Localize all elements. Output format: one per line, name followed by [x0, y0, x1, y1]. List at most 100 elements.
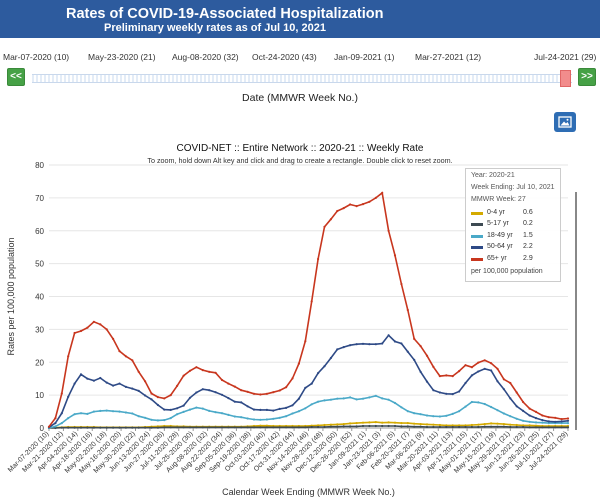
- data-point: [425, 425, 429, 429]
- data-point: [208, 426, 211, 429]
- export-image-button[interactable]: [554, 112, 576, 132]
- data-point: [265, 424, 268, 427]
- data-point: [349, 203, 352, 206]
- data-point: [419, 425, 422, 428]
- legend-scrollbar[interactable]: [575, 192, 577, 430]
- data-point: [163, 408, 166, 411]
- legend-week-ending: Week Ending: Jul 10, 2021: [471, 184, 555, 191]
- data-point: [246, 390, 249, 393]
- data-point: [285, 386, 288, 389]
- data-point: [195, 406, 198, 409]
- data-point: [515, 391, 518, 394]
- data-point: [470, 366, 473, 369]
- data-point: [400, 342, 403, 345]
- data-point: [464, 424, 467, 427]
- data-point: [502, 425, 505, 428]
- image-icon: [558, 116, 572, 128]
- data-point: [368, 396, 371, 399]
- data-point: [458, 410, 461, 413]
- data-point: [272, 391, 275, 394]
- data-point: [432, 365, 435, 368]
- date-slider-handle[interactable]: [560, 70, 571, 87]
- data-point: [118, 350, 121, 353]
- data-point: [515, 417, 518, 420]
- data-point: [323, 423, 326, 427]
- legend-swatch: [471, 246, 483, 249]
- data-point: [131, 426, 134, 429]
- y-tick-label: 20: [35, 358, 44, 367]
- data-point: [195, 391, 198, 394]
- data-point: [246, 426, 249, 429]
- data-point: [99, 426, 102, 429]
- data-point: [233, 385, 236, 388]
- data-point: [368, 343, 371, 346]
- slider-label: Oct-24-2020 (43): [252, 52, 317, 62]
- data-point: [470, 423, 473, 427]
- data-point: [201, 388, 204, 391]
- data-point: [406, 308, 409, 312]
- data-point: [438, 425, 441, 429]
- data-point: [240, 401, 243, 404]
- data-point: [425, 423, 429, 426]
- data-point: [483, 423, 486, 426]
- data-point: [220, 412, 224, 415]
- legend-value: 0.6: [523, 209, 533, 216]
- data-point: [470, 425, 473, 429]
- data-point: [137, 389, 140, 392]
- series-line: [48, 191, 569, 428]
- date-slider-track[interactable]: [32, 74, 572, 83]
- data-point: [182, 404, 185, 407]
- data-point: [176, 407, 179, 410]
- data-point: [323, 365, 326, 368]
- data-point: [233, 426, 236, 429]
- data-point: [451, 424, 454, 427]
- x-axis-label: Calendar Week Ending (MMWR Week No.): [222, 487, 395, 497]
- data-point: [60, 422, 63, 425]
- data-point: [445, 424, 448, 427]
- data-point: [419, 370, 422, 373]
- data-point: [470, 374, 473, 377]
- data-point: [73, 413, 76, 416]
- data-point: [400, 425, 403, 428]
- data-point: [387, 398, 390, 401]
- data-point: [310, 403, 313, 406]
- data-point: [201, 426, 204, 429]
- data-point: [522, 425, 525, 429]
- data-point: [156, 426, 159, 429]
- next-week-button[interactable]: >>: [578, 68, 596, 86]
- data-point: [195, 426, 198, 429]
- slider-label: May-23-2020 (21): [88, 52, 156, 62]
- data-point: [150, 426, 153, 429]
- data-point: [400, 406, 403, 409]
- data-point: [477, 423, 480, 426]
- data-point: [445, 392, 448, 395]
- data-point: [92, 426, 95, 429]
- data-point: [336, 423, 339, 426]
- data-point: [522, 419, 525, 422]
- data-point: [541, 414, 544, 417]
- data-point: [425, 354, 429, 357]
- previous-week-button[interactable]: <<: [7, 68, 25, 86]
- data-point: [265, 426, 268, 429]
- data-point: [477, 361, 480, 364]
- data-point: [137, 370, 140, 373]
- data-point: [310, 300, 313, 303]
- data-point: [240, 416, 243, 419]
- data-point: [445, 374, 448, 377]
- data-point: [150, 392, 153, 395]
- data-point: [451, 375, 454, 378]
- data-point: [214, 426, 217, 429]
- data-point: [317, 372, 320, 375]
- data-point: [477, 401, 480, 404]
- data-point: [67, 426, 70, 429]
- data-point: [169, 394, 172, 397]
- data-point: [515, 423, 518, 427]
- data-point: [182, 410, 185, 413]
- data-point: [144, 380, 147, 383]
- y-tick-label: 10: [35, 391, 44, 400]
- data-point: [304, 386, 307, 389]
- data-point: [496, 425, 499, 428]
- legend-swatch: [471, 223, 483, 226]
- data-point: [522, 424, 525, 427]
